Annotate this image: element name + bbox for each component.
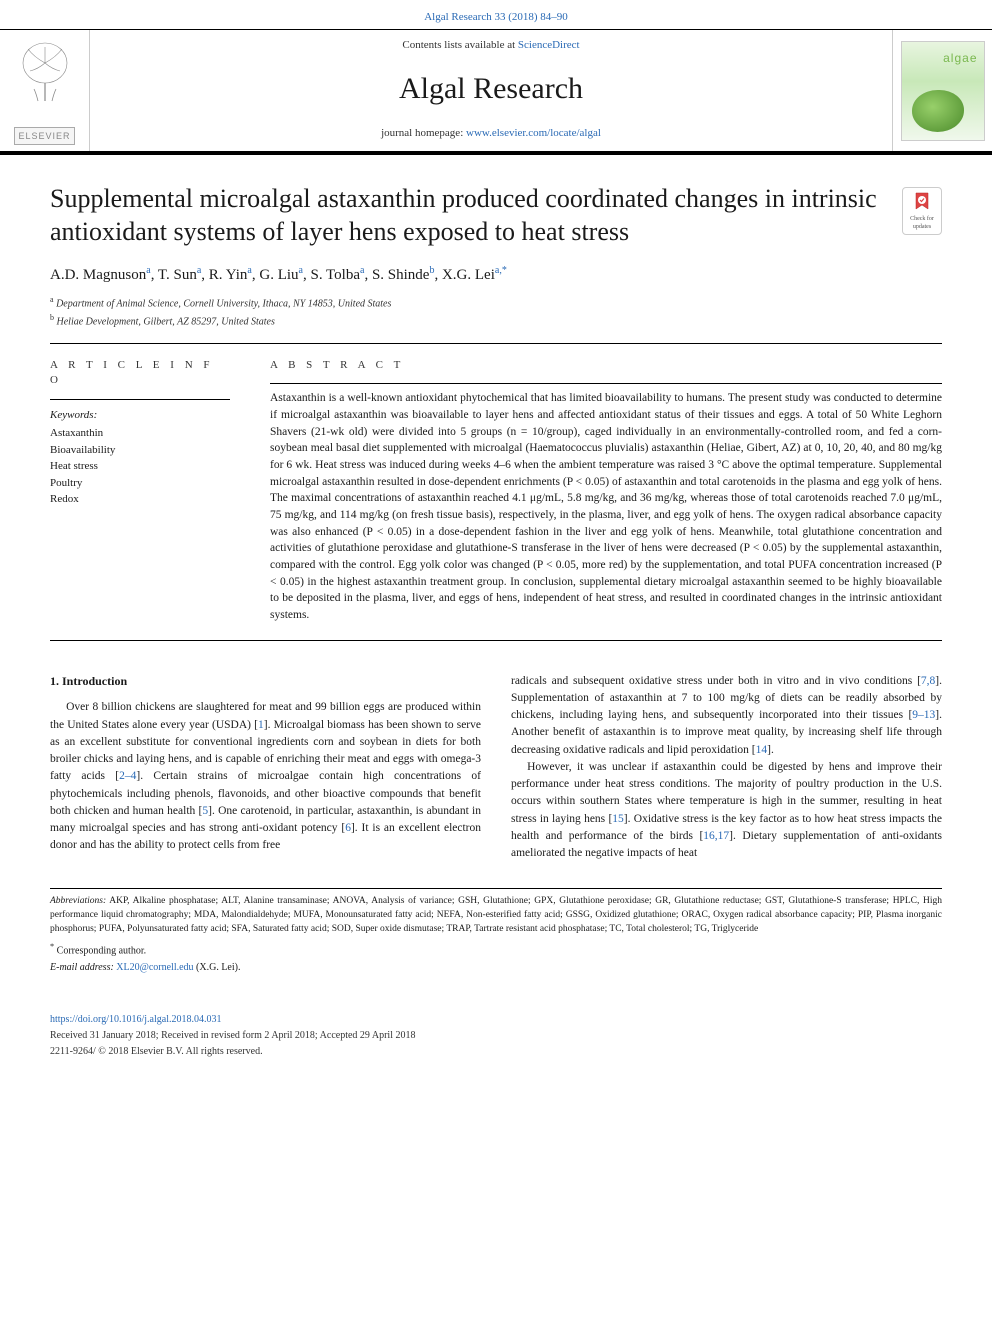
- cover-blob-icon: [912, 90, 964, 132]
- ref-link[interactable]: 9–13: [912, 709, 935, 721]
- doi-link[interactable]: https://doi.org/10.1016/j.algal.2018.04.…: [50, 1014, 221, 1025]
- body-right-column: radicals and subsequent oxidative stress…: [511, 673, 942, 863]
- divider: [50, 343, 942, 344]
- homepage-link[interactable]: www.elsevier.com/locate/algal: [466, 127, 601, 139]
- article-info-heading: A R T I C L E I N F O: [50, 358, 230, 389]
- article-title: Supplemental microalgal astaxanthin prod…: [50, 183, 882, 248]
- abbrev-text: AKP, Alkaline phosphatase; ALT, Alanine …: [50, 896, 942, 934]
- body-paragraph: radicals and subsequent oxidative stress…: [511, 673, 942, 759]
- ref-link[interactable]: 14: [756, 744, 768, 756]
- header-citation: Algal Research 33 (2018) 84–90: [0, 0, 992, 29]
- cover-block: algae: [892, 30, 992, 151]
- abstract-text: Astaxanthin is a well-known antioxidant …: [270, 390, 942, 623]
- cover-word: algae: [943, 50, 977, 67]
- publisher-block: ELSEVIER: [0, 30, 90, 151]
- keywords-label: Keywords:: [50, 408, 230, 423]
- email-person: (X.G. Lei).: [194, 962, 241, 973]
- email-label: E-mail address:: [50, 962, 114, 973]
- keyword-item: Astaxanthin: [50, 425, 230, 442]
- homepage-line: journal homepage: www.elsevier.com/locat…: [90, 126, 892, 141]
- ref-link[interactable]: 6: [345, 822, 351, 834]
- body-columns: 1. Introduction Over 8 billion chickens …: [50, 673, 942, 863]
- ref-link[interactable]: 1: [258, 719, 264, 731]
- email-line: E-mail address: XL20@cornell.edu (X.G. L…: [50, 961, 942, 976]
- article-info-column: A R T I C L E I N F O Keywords: Astaxant…: [50, 358, 230, 624]
- divider: [50, 640, 942, 641]
- abbrev-label: Abbreviations:: [50, 896, 106, 906]
- abstract-column: A B S T R A C T Astaxanthin is a well-kn…: [270, 358, 942, 624]
- ref-link[interactable]: 2–4: [119, 770, 136, 782]
- bookmark-check-icon: [911, 191, 933, 213]
- keyword-item: Heat stress: [50, 458, 230, 475]
- abstract-heading: A B S T R A C T: [270, 358, 942, 373]
- divider: [270, 383, 942, 384]
- homepage-prefix: journal homepage:: [381, 127, 466, 139]
- elsevier-tree-icon: [10, 36, 80, 111]
- email-link[interactable]: XL20@cornell.edu: [116, 962, 193, 973]
- received-line: Received 31 January 2018; Received in re…: [50, 1029, 942, 1043]
- section-heading: 1. Introduction: [50, 673, 481, 690]
- body-paragraph: Over 8 billion chickens are slaughtered …: [50, 699, 481, 854]
- keyword-item: Bioavailability: [50, 442, 230, 459]
- ref-link[interactable]: 15: [612, 813, 624, 825]
- citation-link[interactable]: Algal Research 33 (2018) 84–90: [424, 11, 568, 23]
- body-left-column: 1. Introduction Over 8 billion chickens …: [50, 673, 481, 863]
- journal-name: Algal Research: [90, 68, 892, 110]
- check-updates-badge[interactable]: Check for updates: [902, 187, 942, 235]
- affiliation-item: a Department of Animal Science, Cornell …: [50, 294, 942, 311]
- publisher-name: ELSEVIER: [14, 127, 74, 146]
- affiliations: a Department of Animal Science, Cornell …: [50, 294, 942, 329]
- authors-line: A.D. Magnusona, T. Suna, R. Yina, G. Liu…: [50, 264, 942, 286]
- ref-link[interactable]: 16,17: [703, 830, 729, 842]
- contents-prefix: Contents lists available at: [402, 39, 517, 51]
- ref-link[interactable]: 5: [202, 805, 208, 817]
- keyword-item: Poultry: [50, 475, 230, 492]
- divider: [50, 399, 230, 400]
- footer: https://doi.org/10.1016/j.algal.2018.04.…: [0, 1005, 992, 1079]
- corresponding-author: * Corresponding author.: [50, 941, 942, 959]
- sciencedirect-link[interactable]: ScienceDirect: [518, 39, 580, 51]
- keyword-item: Redox: [50, 491, 230, 508]
- body-paragraph: However, it was unclear if astaxanthin c…: [511, 759, 942, 863]
- footnotes: Abbreviations: AKP, Alkaline phosphatase…: [50, 888, 942, 975]
- check-updates-label: Check for updates: [903, 215, 941, 232]
- abbreviations: Abbreviations: AKP, Alkaline phosphatase…: [50, 895, 942, 936]
- journal-banner: ELSEVIER Contents lists available at Sci…: [0, 29, 992, 155]
- copyright-line: 2211-9264/ © 2018 Elsevier B.V. All righ…: [50, 1045, 942, 1059]
- contents-line: Contents lists available at ScienceDirec…: [90, 38, 892, 53]
- corr-text: Corresponding author.: [54, 945, 146, 956]
- affiliation-item: b Heliae Development, Gilbert, AZ 85297,…: [50, 312, 942, 329]
- ref-link[interactable]: 7,8: [921, 675, 935, 687]
- banner-center: Contents lists available at ScienceDirec…: [90, 30, 892, 151]
- journal-cover-icon: algae: [901, 41, 985, 141]
- keywords-list: AstaxanthinBioavailabilityHeat stressPou…: [50, 425, 230, 508]
